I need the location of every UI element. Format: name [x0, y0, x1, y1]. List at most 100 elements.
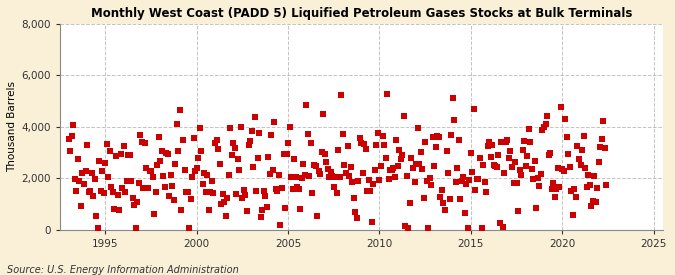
Point	[170, 162, 181, 166]
Point	[563, 152, 574, 156]
Point	[507, 165, 518, 170]
Point	[234, 168, 245, 172]
Point	[403, 226, 414, 231]
Point	[304, 174, 315, 178]
Point	[248, 164, 259, 169]
Point	[583, 173, 593, 178]
Point	[432, 133, 443, 138]
Point	[488, 163, 499, 167]
Point	[289, 157, 300, 161]
Point	[441, 149, 452, 153]
Point	[412, 126, 423, 131]
Point	[83, 189, 94, 194]
Point	[504, 155, 514, 160]
Point	[153, 135, 164, 139]
Point	[124, 153, 135, 158]
Point	[371, 143, 382, 147]
Point	[400, 224, 411, 228]
Point	[560, 117, 571, 122]
Point	[595, 145, 605, 150]
Point	[529, 159, 540, 164]
Point	[354, 136, 365, 140]
Point	[458, 175, 468, 179]
Point	[107, 190, 118, 194]
Point	[74, 179, 85, 183]
Point	[322, 167, 333, 171]
Point	[431, 144, 441, 149]
Point	[288, 186, 298, 191]
Point	[97, 169, 108, 174]
Point	[568, 213, 578, 217]
Point	[178, 138, 188, 142]
Point	[86, 171, 97, 175]
Point	[155, 159, 165, 163]
Point	[416, 167, 427, 171]
Point	[223, 173, 234, 177]
Point	[249, 114, 260, 119]
Point	[446, 133, 456, 138]
Point	[295, 207, 306, 211]
Point	[533, 176, 543, 180]
Point	[129, 203, 140, 207]
Point	[537, 128, 548, 133]
Point	[485, 155, 496, 160]
Point	[350, 210, 360, 214]
Point	[551, 186, 562, 191]
Point	[151, 190, 161, 194]
Point	[448, 96, 458, 100]
Point	[572, 144, 583, 148]
Point	[101, 142, 112, 147]
Point	[263, 155, 273, 159]
Point	[277, 186, 288, 190]
Point	[394, 148, 405, 152]
Point	[281, 152, 292, 156]
Point	[112, 193, 123, 197]
Point	[210, 141, 221, 145]
Point	[136, 140, 147, 144]
Point	[479, 180, 490, 184]
Point	[231, 191, 242, 196]
Point	[128, 195, 138, 200]
Point	[404, 201, 415, 205]
Point	[130, 226, 141, 231]
Y-axis label: Thousand Barrels: Thousand Barrels	[7, 81, 17, 172]
Point	[301, 103, 312, 108]
Point	[468, 107, 479, 111]
Point	[63, 137, 74, 142]
Point	[397, 153, 408, 157]
Point	[230, 145, 240, 150]
Point	[514, 168, 525, 172]
Point	[363, 177, 374, 182]
Point	[278, 152, 289, 156]
Point	[324, 175, 335, 179]
Point	[279, 206, 290, 211]
Point	[330, 175, 341, 179]
Point	[491, 164, 502, 169]
Point	[456, 179, 467, 184]
Point	[444, 197, 455, 201]
Point	[199, 171, 210, 175]
Point	[427, 135, 438, 139]
Point	[494, 221, 505, 226]
Point	[546, 186, 557, 191]
Point	[327, 174, 338, 178]
Point	[267, 168, 278, 172]
Point	[70, 176, 80, 181]
Point	[484, 140, 495, 144]
Point	[575, 163, 586, 167]
Point	[385, 167, 396, 172]
Point	[188, 136, 199, 140]
Point	[283, 141, 294, 145]
Point	[466, 151, 477, 155]
Point	[342, 144, 353, 149]
Point	[134, 181, 144, 185]
Point	[208, 191, 219, 195]
Point	[165, 172, 176, 177]
Point	[135, 133, 146, 137]
Point	[213, 147, 223, 152]
Point	[294, 186, 304, 191]
Point	[196, 149, 207, 154]
Point	[360, 146, 371, 151]
Point	[336, 92, 347, 97]
Point	[313, 169, 324, 173]
